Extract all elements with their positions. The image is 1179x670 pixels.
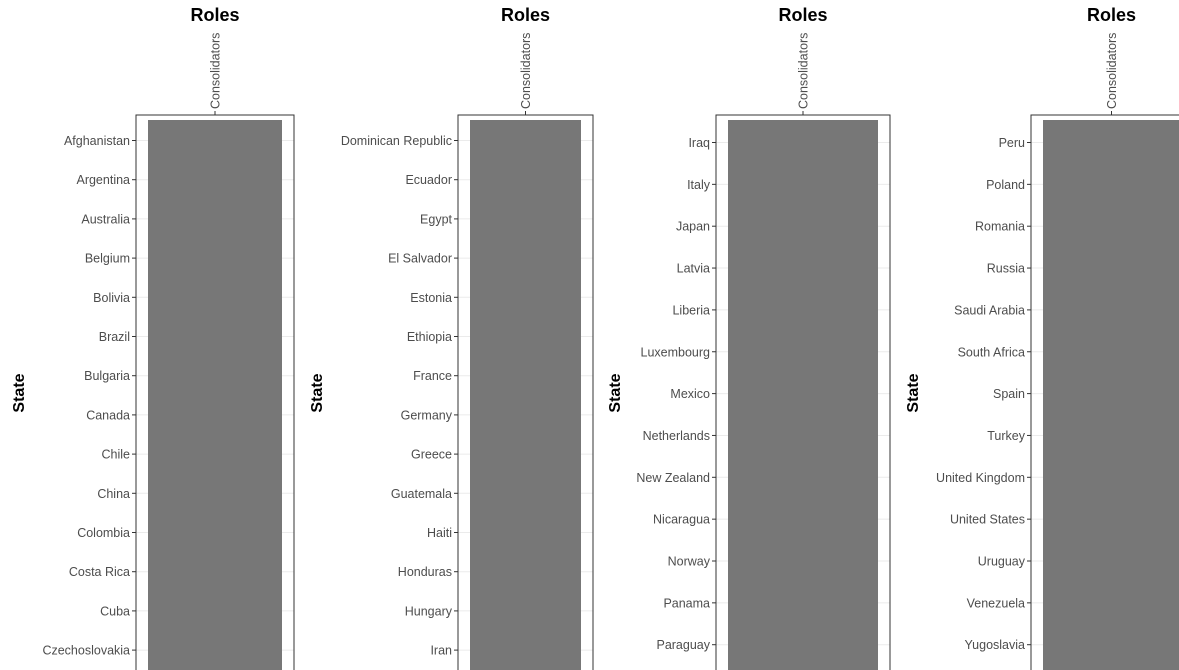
y-tick-label: Luxembourg (641, 345, 711, 359)
y-axis-title: State (905, 373, 922, 412)
y-tick-label: Estonia (410, 291, 452, 305)
x-tick-label: Consolidators (519, 33, 533, 109)
facet-panel-4: Peru Poland Romania Russia Saudi Arabia South… (905, 5, 1179, 670)
y-tick-label: Guatemala (391, 487, 452, 501)
y-tick-label: Norway (668, 555, 711, 569)
tile-consolidators (470, 120, 581, 670)
chart-title: Roles (190, 5, 239, 25)
y-tick-label: Poland (986, 178, 1025, 192)
tile-consolidators (148, 120, 282, 670)
y-tick-label: Liberia (672, 303, 710, 317)
y-tick-label: Iraq (688, 136, 710, 150)
y-tick-label: Yugoslavia (965, 638, 1026, 652)
y-tick-label: Cuba (100, 604, 130, 618)
chart-title: Roles (778, 5, 827, 25)
y-tick-label: France (413, 369, 452, 383)
y-tick-label: Ecuador (405, 173, 452, 187)
x-tick-label: Consolidators (209, 33, 223, 109)
y-tick-label: Venezuela (967, 596, 1025, 610)
y-tick-label: Spain (993, 387, 1025, 401)
y-tick-label: Bolivia (93, 291, 130, 305)
y-tick-label: Russia (987, 262, 1025, 276)
y-tick-label: Peru (999, 136, 1025, 150)
chart-title: Roles (1087, 5, 1136, 25)
y-tick-label: Japan (676, 220, 710, 234)
y-tick-label: New Zealand (636, 471, 710, 485)
y-tick-label: Chile (102, 448, 131, 462)
tile-consolidators (1043, 120, 1179, 670)
y-tick-label: Honduras (398, 565, 452, 579)
y-tick-label: Iran (430, 644, 452, 658)
facet-panel-1: Afghanistan Argentina Australia Belgium Boli… (11, 5, 295, 670)
y-tick-label: Czechoslovakia (42, 644, 130, 658)
y-tick-label: Turkey (987, 429, 1025, 443)
y-tick-label: Mexico (670, 387, 710, 401)
y-tick-label: United Kingdom (936, 471, 1025, 485)
y-tick-label: Latvia (677, 262, 710, 276)
y-tick-label: Uruguay (978, 555, 1026, 569)
tile-consolidators (728, 120, 878, 670)
y-axis-title: State (11, 373, 28, 412)
y-tick-label: South Africa (958, 345, 1025, 359)
facet-panel-2: Dominican Republic Ecuador Egypt El Salvado… (309, 5, 594, 670)
y-tick-label: Netherlands (643, 429, 710, 443)
y-tick-label: El Salvador (388, 252, 452, 266)
y-tick-label: Saudi Arabia (954, 303, 1025, 317)
y-tick-label: Canada (86, 408, 130, 422)
y-tick-label: Dominican Republic (341, 134, 452, 148)
y-tick-label: Egypt (420, 212, 452, 226)
y-tick-label: Hungary (405, 604, 453, 618)
y-tick-label: Afghanistan (64, 134, 130, 148)
y-axis-title: State (309, 373, 326, 412)
y-tick-label: Paraguay (656, 638, 710, 652)
y-tick-label: Bulgaria (84, 369, 130, 383)
y-tick-label: Panama (663, 596, 710, 610)
y-tick-label: Costa Rica (69, 565, 130, 579)
y-tick-label: Haiti (427, 526, 452, 540)
y-tick-label: Greece (411, 448, 452, 462)
x-tick-label: Consolidators (1105, 33, 1119, 109)
y-tick-label: Italy (687, 178, 711, 192)
y-tick-label: Romania (975, 220, 1025, 234)
chart-title: Roles (501, 5, 550, 25)
y-tick-label: United States (950, 513, 1025, 527)
y-tick-label: China (97, 487, 130, 501)
y-axis-title: State (607, 373, 624, 412)
facet-panel-3: Iraq Italy Japan Latvia Liberia Luxembourg Mex… (607, 5, 891, 670)
y-tick-label: Ethiopia (407, 330, 452, 344)
y-tick-label: Australia (81, 212, 130, 226)
y-tick-label: Nicaragua (653, 513, 710, 527)
x-tick-label: Consolidators (797, 33, 811, 109)
y-tick-label: Germany (401, 408, 453, 422)
y-tick-label: Argentina (76, 173, 130, 187)
y-tick-label: Brazil (99, 330, 130, 344)
y-tick-label: Belgium (85, 252, 130, 266)
y-tick-label: Colombia (77, 526, 130, 540)
